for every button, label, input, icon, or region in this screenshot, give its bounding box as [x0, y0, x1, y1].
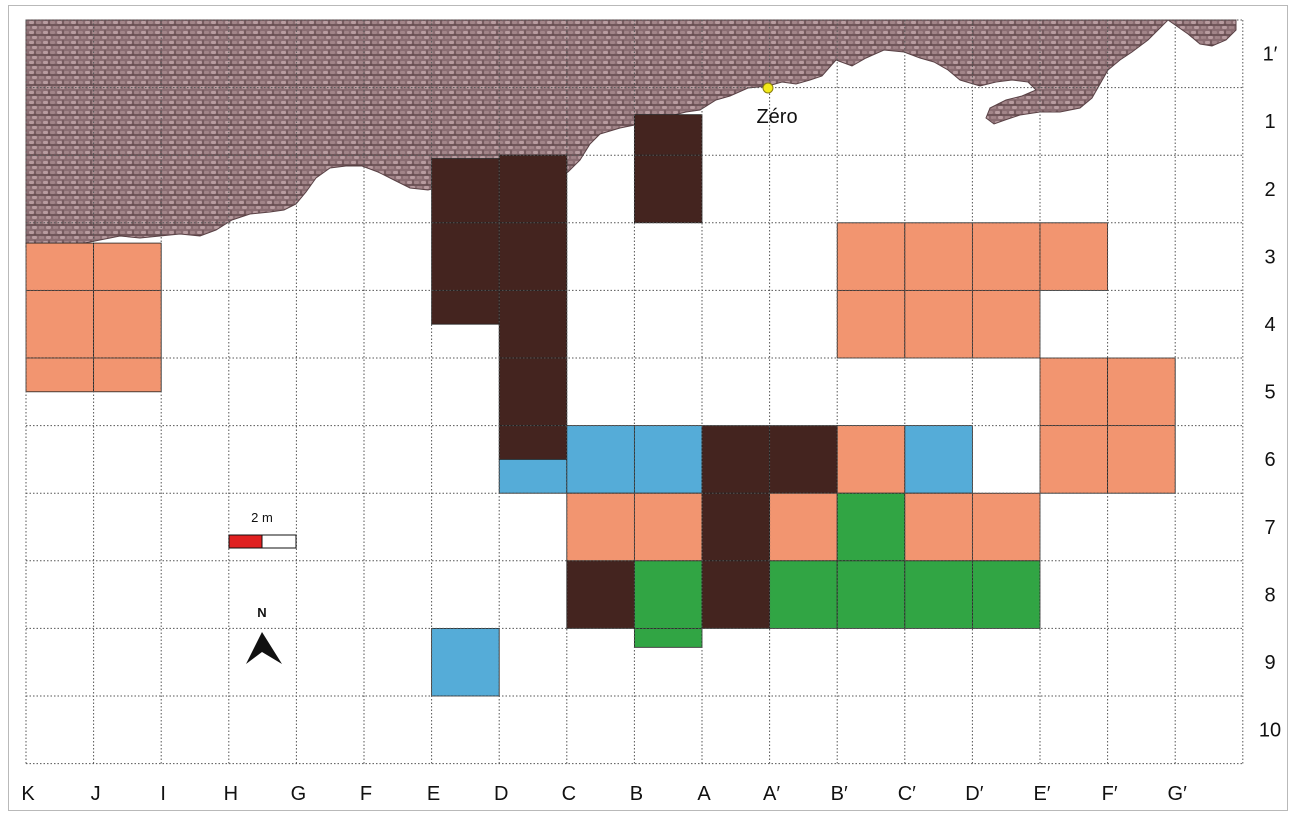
excavation-unit-E′-5: [1039, 357, 1108, 426]
column-label: F: [360, 783, 372, 805]
rock-outcrop: [25, 19, 1237, 249]
excavation-unit-J-5: [93, 357, 162, 393]
excavation-unit-C′-4: [904, 289, 973, 359]
excavation-unit-D′-8: [972, 560, 1041, 629]
column-label: D: [494, 783, 508, 805]
excavation-unit-A-7: [701, 492, 770, 562]
excavation-unit-A′-8: [769, 560, 838, 629]
column-label: B: [630, 783, 643, 805]
excavation-unit-E-4: [431, 289, 500, 325]
excavation-unit-C-6: [566, 425, 635, 494]
excavation-unit-C-8: [566, 560, 635, 629]
excavation-unit-B-2: [634, 154, 703, 224]
row-label: 8: [1264, 584, 1275, 606]
excavation-unit-D-3: [498, 222, 568, 291]
scale-bar: 2 m: [228, 510, 297, 549]
north-arrow-icon: [246, 632, 282, 664]
excavation-unit-D′-3: [972, 222, 1041, 291]
excavation-unit-E-9: [431, 628, 500, 697]
column-label: B′: [831, 783, 848, 805]
excavation-unit-B-7: [634, 492, 703, 562]
column-label: F′: [1102, 783, 1118, 805]
excavation-unit-J-3: [93, 242, 162, 291]
column-label: H: [224, 783, 238, 805]
row-label: 7: [1264, 517, 1275, 539]
excavation-unit-K-5: [25, 357, 94, 393]
north-arrow-label: N: [257, 605, 266, 620]
excavation-unit-D-4: [498, 289, 568, 359]
datum-point: [762, 82, 774, 94]
column-label: C′: [898, 783, 916, 805]
column-label: D′: [965, 783, 983, 805]
excavation-unit-E-3: [431, 222, 500, 291]
excavation-unit-B′-4: [836, 289, 906, 359]
excavation-unit-A-8: [701, 560, 770, 629]
excavation-unit-C′-8: [904, 560, 973, 629]
excavation-unit-B′-8: [836, 560, 906, 629]
column-label: K: [21, 783, 35, 805]
column-label: J: [91, 783, 101, 805]
excavation-unit-A′-6: [769, 425, 838, 494]
row-label: 10: [1259, 720, 1281, 742]
excavation-unit-C′-7: [904, 492, 973, 562]
excavation-unit-K-3: [25, 242, 94, 291]
column-label: C: [562, 783, 576, 805]
excavation-unit-E′-3: [1039, 222, 1108, 291]
excavation-unit-F′-6: [1107, 425, 1176, 494]
row-label: 1: [1264, 111, 1275, 133]
row-label: 1′: [1263, 44, 1278, 66]
column-label: G: [291, 783, 307, 805]
excavation-unit-D-2: [498, 154, 568, 224]
row-label: 9: [1264, 652, 1275, 674]
excavation-unit-D-5: [498, 357, 568, 426]
column-label: E: [427, 783, 440, 805]
excavation-unit-D-6: [498, 425, 568, 460]
column-label: A: [697, 783, 711, 805]
column-label: A′: [763, 783, 780, 805]
excavation-unit-F′-5: [1107, 357, 1176, 426]
excavation-unit-D′-7: [972, 492, 1041, 562]
datum-label: Zéro: [756, 106, 797, 128]
row-label: 5: [1264, 382, 1275, 404]
row-label: 3: [1264, 246, 1275, 268]
column-label: E′: [1033, 783, 1050, 805]
excavation-unit-B-8: [634, 560, 703, 629]
row-label: 4: [1264, 314, 1275, 336]
excavation-unit-A′-7: [769, 492, 838, 562]
excavation-unit-B-1: [634, 114, 703, 156]
row-label: 2: [1264, 179, 1275, 201]
map-frame: [8, 5, 1288, 811]
excavation-unit-C-7: [566, 492, 635, 562]
excavation-unit-D′-4: [972, 289, 1041, 359]
scale-bar-label: 2 m: [251, 510, 273, 525]
excavation-unit-C′-3: [904, 222, 973, 291]
column-label: G′: [1168, 783, 1188, 805]
excavation-unit-B-9: [634, 628, 703, 648]
column-label: I: [160, 783, 166, 805]
excavation-unit-B′-6: [836, 425, 906, 494]
excavation-unit-A-6: [701, 425, 770, 494]
north-arrow: N: [246, 605, 282, 664]
excavation-unit-J-4: [93, 289, 162, 359]
excavation-unit-C′-6: [904, 425, 973, 494]
excavation-unit-E-2: [431, 158, 500, 224]
excavation-unit-D-6: [498, 458, 568, 494]
excavation-unit-E′-6: [1039, 425, 1108, 494]
excavation-unit-K-4: [25, 289, 94, 359]
excavation-unit-B′-3: [836, 222, 906, 291]
row-label: 6: [1264, 449, 1275, 471]
excavation-unit-B′-7: [836, 492, 906, 562]
excavation-unit-B-6: [634, 425, 703, 494]
